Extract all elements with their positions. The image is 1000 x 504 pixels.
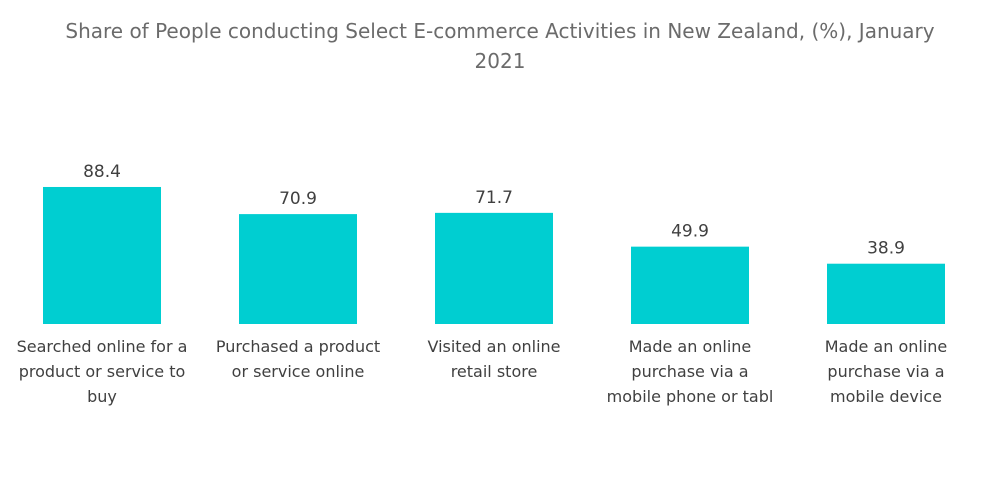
value-label-1: 88.4 <box>83 162 121 182</box>
value-label-3: 71.7 <box>475 188 513 208</box>
category-labels-layer: Searched online for a product or service … <box>17 337 948 406</box>
value-label-5: 38.9 <box>867 239 905 259</box>
category-label-2-line-1: Purchased a product <box>216 337 380 356</box>
category-label-3-line-1: Visited an online <box>427 337 560 356</box>
bar-1 <box>43 186 161 324</box>
category-label-1: Searched online for a product or service … <box>17 337 188 406</box>
bar-4 <box>631 246 749 324</box>
bar-3 <box>435 212 553 324</box>
category-label-4-line-1: Made an online <box>629 337 752 356</box>
bars-layer <box>43 186 945 324</box>
category-label-4-line-3: mobile phone or tabl <box>607 387 774 406</box>
category-label-2: Purchased a product or service online <box>216 337 380 381</box>
category-label-3: Visited an online retail store <box>427 337 560 381</box>
value-label-2: 70.9 <box>279 189 317 209</box>
category-label-2-line-2: or service online <box>232 362 365 381</box>
category-label-4: Made an online purchase via a mobile phone… <box>607 337 774 406</box>
bar-2 <box>239 214 357 324</box>
category-label-1-line-1: Searched online for a <box>17 337 188 356</box>
chart-title: Share of People conducting Select E-comm… <box>0 16 1000 76</box>
category-label-1-line-3: buy <box>87 387 117 406</box>
category-label-5: Made an online purchase via a mobile devic… <box>825 337 948 406</box>
category-label-1-line-2: product or service to <box>19 362 186 381</box>
value-labels-layer: 88.4 70.9 71.7 49.9 38.9 <box>83 162 905 259</box>
chart-title-line-2: 2021 <box>474 49 526 73</box>
bar-5 <box>827 263 945 324</box>
category-label-5-line-1: Made an online <box>825 337 948 356</box>
category-label-4-line-2: purchase via a <box>631 362 748 381</box>
category-label-5-line-3: mobile device <box>830 387 942 406</box>
category-label-3-line-2: retail store <box>451 362 538 381</box>
value-label-4: 49.9 <box>671 222 709 242</box>
chart-title-line-1: Share of People conducting Select E-comm… <box>65 19 935 43</box>
category-label-5-line-2: purchase via a <box>827 362 944 381</box>
